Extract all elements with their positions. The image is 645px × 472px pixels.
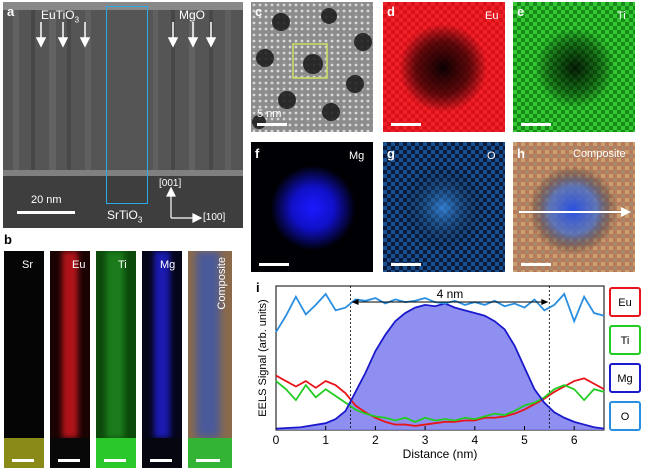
map-sr: Sr [4, 251, 44, 468]
panel-h-composite-map: h Composite [513, 142, 635, 272]
series-line-mg [275, 302, 605, 430]
map-sr-scale-bar [12, 459, 34, 462]
panel-c-scale-label: 5 nm [257, 108, 282, 120]
eutio3-label: EuTiO3 [41, 8, 79, 24]
crystal-axes [166, 186, 203, 223]
eutio3-text: EuTiO [41, 8, 75, 22]
panel-c-image [251, 2, 373, 132]
panel-e-letter: e [517, 4, 525, 19]
map-mg-label: Mg [160, 259, 176, 271]
width-arrow-right-head [541, 299, 549, 305]
map-composite-scale-bar [196, 459, 220, 462]
legend-label-o: O [621, 411, 630, 423]
map-ti-label: Ti [118, 259, 127, 271]
panel-f-scale-bar [259, 263, 289, 266]
series-line-eu [275, 374, 605, 427]
panel-d-element: Eu [485, 10, 499, 22]
map-ti-scale-bar [104, 459, 126, 462]
panel-a-arrows [35, 22, 217, 48]
x-tick-label: 3 [422, 433, 429, 447]
panel-e-image [513, 2, 635, 132]
x-tick-label: 5 [521, 433, 528, 447]
panel-d-eu-map: d Eu [383, 2, 505, 132]
legend-label-mg: Mg [617, 373, 632, 385]
panel-c-letter: c [255, 4, 263, 19]
panel-a-scale-bar [17, 211, 75, 214]
eutio3-sub: 3 [74, 15, 80, 25]
mgo-label: MgO [179, 8, 206, 22]
panel-g-o-map: g O [383, 142, 505, 272]
panel-g-image [383, 142, 505, 272]
map-eu-label: Eu [72, 259, 86, 271]
srtio3-text: SrTiO [107, 208, 138, 222]
panel-h-scale-bar [521, 263, 551, 266]
panel-a-cross-section: a EuTiO3 MgO SrTiO3 20 nm [001] [100] [3, 2, 243, 228]
panel-h-letter: h [517, 146, 525, 161]
panel-g-element: O [487, 150, 496, 162]
eels-line-profile-chart: 4 nm 0 1 2 3 4 5 6 Distance (nm) EELS Signal (arb… [257, 285, 641, 461]
panel-g-letter: g [387, 146, 395, 161]
map-composite: Composite [188, 251, 232, 468]
panel-f-mg-map: f Mg [251, 142, 373, 272]
panel-e-element: Ti [617, 10, 626, 22]
series-line-o [275, 292, 605, 333]
x-tick-label: 0 [273, 433, 280, 447]
x-tick-label: 6 [571, 433, 578, 447]
srtio3-sub: 3 [137, 215, 143, 225]
legend-box-mg [609, 363, 641, 393]
panel-d-image [383, 2, 505, 132]
panel-e-scale-bar [521, 123, 551, 126]
panel-f-letter: f [255, 146, 260, 161]
panel-f-image [251, 142, 373, 272]
legend-label-eu: Eu [618, 297, 631, 309]
axis-100-label: [100] [203, 212, 226, 223]
x-tick-label: 4 [471, 433, 478, 447]
panel-f-element: Mg [349, 150, 365, 162]
width-arrow-left-head [351, 299, 359, 305]
x-tick-label: 1 [322, 433, 329, 447]
panel-c-haadf: c 5 nm [251, 2, 373, 132]
panel-a-scale-label: 20 nm [31, 194, 62, 206]
panel-d-scale-bar [391, 123, 421, 126]
panel-d-letter: d [387, 4, 395, 19]
panel-e-ti-map: e Ti [513, 2, 635, 132]
x-axis-label: Distance (nm) [403, 447, 478, 461]
map-sr-label: Sr [22, 259, 33, 271]
srtio3-label: SrTiO3 [107, 208, 142, 224]
map-mg: Mg [142, 251, 182, 468]
legend-box-o [609, 401, 641, 431]
srtio3-highlight-box [106, 6, 148, 204]
mg-area-fill [276, 303, 604, 430]
legend-box-ti [609, 325, 641, 355]
axis-001-label: [001] [159, 178, 182, 189]
x-tick-label: 2 [372, 433, 379, 447]
panel-i-letter: i [256, 280, 260, 295]
y-axis-label: EELS Signal (arb. units) [257, 299, 269, 416]
map-mg-scale-bar [150, 459, 172, 462]
map-eu: Eu [50, 251, 90, 468]
legend-box-eu [609, 287, 641, 317]
series-line-ti [275, 380, 605, 423]
panel-h-image [513, 142, 635, 272]
legend-label-ti: Ti [621, 335, 630, 347]
map-eu-scale-bar [58, 459, 80, 462]
panel-h-element: Composite [573, 148, 626, 160]
map-ti: Ti [96, 251, 136, 468]
panel-g-scale-bar [391, 263, 421, 266]
panel-b-letter: b [4, 232, 12, 247]
width-label: 4 nm [437, 287, 464, 301]
panel-a-letter: a [7, 4, 15, 19]
panel-c-scale-bar [257, 123, 287, 126]
map-composite-label: Composite [216, 257, 228, 310]
